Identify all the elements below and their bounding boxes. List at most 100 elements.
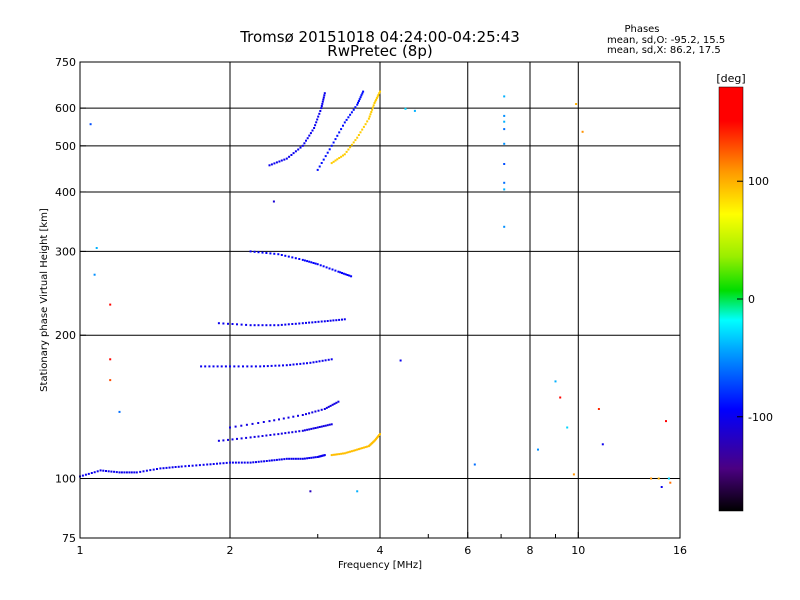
echo-point [316,168,319,171]
echo-point [231,461,234,464]
echo-point [292,363,295,366]
echo-point [334,138,337,141]
echo-point [340,128,343,131]
echo-point [347,116,350,119]
echo-point [370,111,373,113]
echo-point [301,144,304,147]
echo-point [109,358,112,361]
echo-point [265,252,268,254]
echo-point [379,90,381,93]
echo-point [306,260,309,263]
echo-point [349,450,352,453]
echo-point [109,303,112,306]
echo-point [352,141,355,144]
echo-point [236,323,238,326]
echo-point [376,95,379,98]
echo-point [306,428,309,431]
echo-point [313,127,316,129]
echo-point [320,162,323,164]
echo-point [320,105,323,107]
echo-point [130,471,133,474]
echo-point [503,114,506,117]
echo-point [572,473,575,476]
echo-point [133,471,136,474]
echo-point [254,365,257,368]
echo-point [257,422,260,424]
echo-point [191,464,194,467]
echo-point [128,471,131,474]
x-tick-label: 8 [527,544,534,557]
echo-point [303,457,306,460]
echo-point [323,94,326,97]
echo-point [367,117,370,120]
echo-point [334,453,337,456]
echo-point [399,359,402,362]
echo-point [309,132,312,135]
echo-point [503,95,506,98]
grid-lines [80,62,680,538]
echo-point [342,452,344,455]
echo-point [308,260,311,263]
echo-point [287,431,290,434]
echo-point [348,274,351,277]
echo-point [346,274,349,276]
echo-point [301,414,304,416]
chart-subtitle: RwPretec (8p) [327,42,432,60]
echo-point [575,103,578,105]
echo-point [245,436,248,439]
echo-point [268,459,271,462]
echo-point [302,362,305,365]
echo-point [273,419,276,422]
echo-point [273,459,276,462]
echo-point [334,159,337,162]
echo-point [243,461,246,464]
y-tick-label: 750 [55,56,76,69]
echo-point [336,158,339,161]
echo-point [262,421,265,423]
echo-point [312,361,315,364]
echo-point [294,322,297,325]
echo-point [650,477,653,480]
echo-point [503,120,506,123]
echo-point [338,318,341,321]
echo-point [581,130,584,133]
echo-point [301,457,304,460]
echo-point [357,100,360,102]
y-axis-label: Stationary phase Virtual Height [km] [39,208,50,392]
echo-point [249,436,252,439]
echo-point [340,452,343,455]
echo-point [364,446,367,449]
echo-point [105,470,107,472]
echo-point [174,466,177,468]
echo-point [309,361,312,364]
echo-point [354,139,357,142]
echo-point [329,319,332,322]
echo-point [503,181,506,184]
echo-point [310,456,313,459]
echo-point [292,152,295,155]
echo-point [318,360,321,363]
echo-point [233,365,236,368]
echo-point [503,163,506,165]
echo-point [275,161,278,164]
echo-point [323,454,326,457]
echo-point [125,471,128,474]
echo-point [341,272,343,274]
echo-point [318,426,321,428]
y-tick-label: 100 [55,473,76,486]
echo-point [222,462,225,465]
echo-point [322,425,325,428]
echo-point [316,263,319,266]
x-tick-label: 10 [571,544,585,557]
echo-point [298,258,301,260]
echo-point [250,365,253,368]
echo-point [326,151,329,154]
echo-point [328,423,331,426]
echo-point [357,101,359,104]
echo-point [332,160,335,163]
echo-point [246,461,249,464]
x-axis-label: Frequency [MHz] [338,560,422,571]
echo-point [342,272,345,275]
echo-point [306,137,309,140]
echo-point [287,323,290,326]
